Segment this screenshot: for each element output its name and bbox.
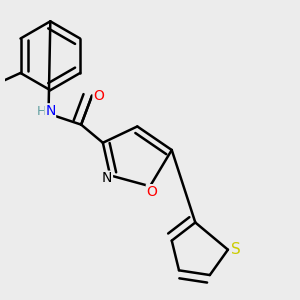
Text: N: N — [102, 171, 112, 185]
Text: N: N — [45, 104, 56, 118]
Text: O: O — [93, 88, 104, 103]
Text: S: S — [231, 242, 241, 257]
Text: O: O — [146, 185, 157, 199]
Text: H: H — [37, 105, 46, 119]
